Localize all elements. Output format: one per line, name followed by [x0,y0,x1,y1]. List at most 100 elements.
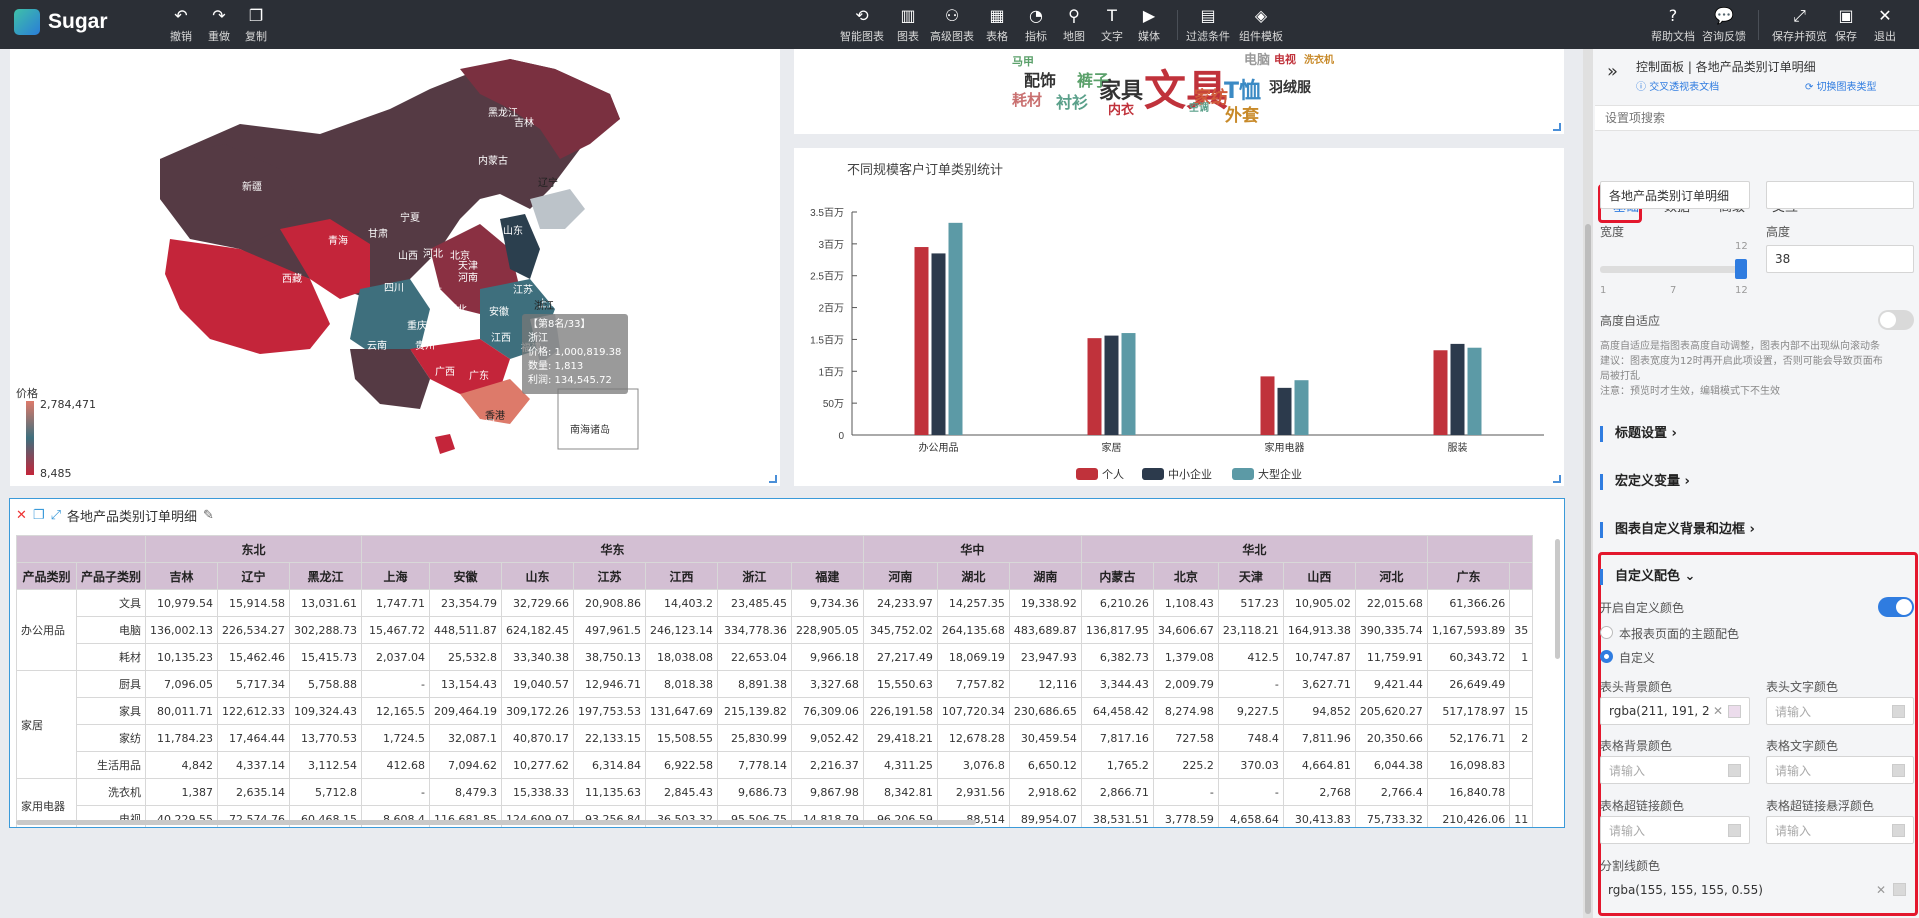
redo-button[interactable]: ↷ 重做 [208,6,230,44]
section-custom-color[interactable]: 自定义配色 ⌄ [1600,569,1695,585]
resize-handle[interactable] [769,475,777,483]
chart-button[interactable]: ▥ 图表 [897,6,919,44]
table-bg-input[interactable]: 请输入 [1600,756,1750,784]
table-text-input[interactable]: 请输入 [1766,756,1914,784]
enable-custom-color-toggle[interactable] [1878,597,1914,617]
bar-个人[interactable] [1433,350,1448,435]
template-button[interactable]: ◈ 组件模板 [1239,6,1283,44]
map-region-hainan[interactable] [435,434,455,454]
divider-color-input[interactable]: rgba(155, 155, 155, 0.55) ✕ [1600,876,1914,904]
bar-中小企业[interactable] [931,253,946,435]
link-color-swatch[interactable] [1728,824,1741,837]
edit-icon[interactable]: ✎ [202,507,214,523]
text-button[interactable]: T 文字 [1101,6,1123,44]
map-region-shandong[interactable] [500,214,540,279]
link-color-input[interactable]: 请输入 [1600,816,1750,844]
bar-个人[interactable] [1087,338,1102,435]
width-slider[interactable] [1600,266,1745,273]
table-bg-swatch[interactable] [1728,764,1741,777]
value-cell: - [361,670,430,698]
value-cell: 1,765.2 [1080,751,1154,779]
map-region-southwest[interactable] [410,339,510,394]
filter-button[interactable]: ▤ 过滤条件 [1186,6,1230,44]
table-text-swatch[interactable] [1892,764,1905,777]
settings-search-input[interactable] [1595,106,1895,130]
bar-大型企业[interactable] [1294,380,1309,435]
wordcloud-panel[interactable]: 文具 家具 T恤 配饰 裤子 耗材 衬衫 内衣 家纺 外套 羽绒服 马甲 空调 电视 洗衣机 电脑 [794,49,1564,134]
expand-icon[interactable]: ⤢ [50,507,61,523]
undo-button[interactable]: ↶ 撤销 [170,6,192,44]
bar-大型企业[interactable] [1467,347,1482,435]
preview-button[interactable]: ⤢ 保存并预览 [1772,6,1827,44]
media-button[interactable]: ▶ 媒体 [1138,6,1160,44]
advanced-chart-button[interactable]: ⚇ 高级图表 [930,6,974,44]
map-region-yunnan[interactable] [350,349,430,409]
map-region-sichuan[interactable] [350,279,430,359]
link-hover-input[interactable]: 请输入 [1766,816,1914,844]
map-region-heilongjiang[interactable] [460,59,620,159]
smart-chart-button[interactable]: ⟲ 智能图表 [840,6,884,44]
exit-button[interactable]: ✕ 退出 [1874,6,1896,44]
bar-中小企业[interactable] [1450,343,1465,435]
switch-chart-type-link[interactable]: ⟳ 切换图表类型 [1805,82,1877,93]
map-region-qinghai[interactable] [280,219,370,299]
link-hover-swatch[interactable] [1892,824,1905,837]
copy-button[interactable]: ❐ 复制 [245,6,267,44]
word-cloud-word: 文具 [1144,66,1229,115]
header-bg-swatch[interactable] [1728,705,1741,718]
map-button[interactable]: ⚲ 地图 [1063,6,1085,44]
header-text-input[interactable]: 请输入 [1766,697,1914,725]
map-region-liaoning[interactable] [530,189,585,229]
clear-icon[interactable]: ✕ [1712,704,1723,718]
resize-handle[interactable] [1553,123,1561,131]
indicator-button[interactable]: ◔ 指标 [1025,6,1047,44]
table-vertical-scrollbar[interactable] [1555,539,1560,659]
settings-search[interactable] [1595,105,1919,131]
table-horizontal-scrollbar[interactable] [16,820,976,825]
section-background-border[interactable]: 图表自定义背景和边框 › [1600,522,1755,538]
control-panel-scrollbar[interactable] [1583,49,1593,918]
value-cell [1509,751,1534,779]
resize-handle[interactable] [1553,475,1561,483]
width-slider-handle[interactable] [1735,259,1747,279]
header-bg-input[interactable]: rgba(211, 191, 2 ✕ [1600,697,1750,725]
pivot-table-panel[interactable]: ✕ ❐ ⤢ 各地产品类别订单明细 ✎ 东北 华东 华中 华北 产品类别 产品子类别 吉林 辽宁… [9,498,1565,828]
save-button[interactable]: ▣ 保存 [1835,6,1857,44]
bar-chart-panel[interactable]: 0 50万 1百万 1.5百万 2百万 2.5百万 3百万 3.5百万 办公用品 家居 家用电器 服装… [794,148,1564,486]
bar-个人[interactable] [914,247,929,435]
height-input[interactable]: 38 [1766,245,1914,273]
auto-height-toggle[interactable] [1878,310,1914,330]
bar-个人[interactable] [1260,376,1275,435]
collapse-panel-icon[interactable]: » [1607,61,1619,82]
section-macro-variables[interactable]: 宏定义变量 › [1600,474,1690,490]
map-region-xinjiang[interactable] [160,144,300,249]
bar-中小企业[interactable] [1104,335,1119,435]
divider-color-swatch[interactable] [1893,883,1906,896]
column-header: 广东 [1426,562,1511,590]
map-region-guangdong[interactable] [460,379,530,424]
radio-theme-color[interactable] [1600,626,1613,639]
radio-custom-color[interactable] [1600,650,1613,663]
bar-大型企业[interactable] [1121,333,1136,435]
title-secondary-input[interactable] [1766,181,1914,209]
map-legend-bar[interactable] [26,401,34,475]
section-title-settings[interactable]: 标题设置 › [1600,426,1677,442]
map-region-xizang[interactable] [165,239,330,354]
bar-大型企业[interactable] [948,222,963,435]
custom-color-highlight-box [1598,552,1918,916]
help-button[interactable]: ? 帮助文档 [1651,6,1695,44]
map-panel[interactable]: 南海诸岛 黑龙江 吉林 辽宁 内蒙古 新疆 西藏 青海 甘肃 宁夏 山西 河北 北京 天津 山东 河南 陕西 四… [10,49,780,486]
map-region-north[interactable] [160,59,620,299]
copy-icon[interactable]: ❐ [32,507,45,523]
feedback-button[interactable]: 💬 咨询反馈 [1702,6,1746,44]
header-text-swatch[interactable] [1892,705,1905,718]
title-input[interactable]: 各地产品类别订单明细 [1600,181,1750,209]
clear-icon[interactable]: ✕ [1875,883,1886,897]
delete-icon[interactable]: ✕ [16,507,27,523]
x-tick-label: 服装 [1448,441,1468,454]
table-button[interactable]: ▦ 表格 [986,6,1008,44]
pivot-doc-link[interactable]: ⓘ 交叉透视表文档 [1636,82,1720,93]
bar-中小企业[interactable] [1277,387,1292,435]
